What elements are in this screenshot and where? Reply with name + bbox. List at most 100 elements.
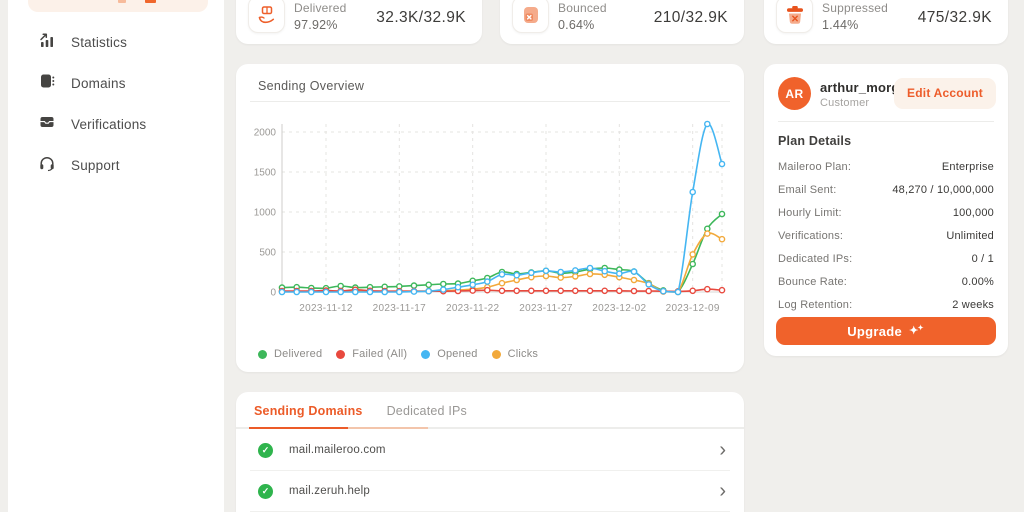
plan-details-heading: Plan Details: [778, 134, 852, 148]
legend-label: Failed (All): [352, 348, 408, 360]
svg-text:2023-12-09: 2023-12-09: [666, 303, 720, 314]
chevron-right-icon: ›: [719, 480, 726, 502]
plan-row-log-retention: Log Retention: 2 weeks: [764, 293, 1008, 316]
divider: [250, 101, 730, 102]
plan-row-hourly-limit: Hourly Limit: 100,000: [764, 201, 1008, 224]
sending-overview-card: Sending Overview 0 500 1000 1500 2000 2023-11…: [236, 64, 744, 372]
domains-card: Sending Domains Dedicated IPs ✓ mail.mai…: [236, 392, 744, 512]
stat-card-suppressed: Suppressed 1.44% 475/32.9K: [764, 0, 1008, 44]
svg-text:0: 0: [270, 288, 276, 299]
stat-percent: 1.44%: [822, 18, 859, 32]
upgrade-button[interactable]: Upgrade ✦✦: [776, 317, 996, 345]
domain-name: mail.maileroo.com: [289, 444, 386, 456]
svg-text:2023-11-12: 2023-11-12: [299, 303, 353, 314]
statistics-icon: [38, 31, 56, 54]
cropped-icon-fragment: [145, 0, 156, 3]
suppressed-icon: [776, 0, 813, 33]
next-tab-indicator: [348, 427, 428, 429]
account-name: arthur_morgan: [820, 80, 916, 95]
tab-underline: [236, 427, 744, 429]
legend-dot: [336, 349, 346, 359]
plan-value: 2 weeks: [952, 298, 994, 311]
sidebar-item-domains[interactable]: Domains: [8, 63, 224, 104]
account-card: AR arthur_morgan Customer Edit Account P…: [764, 64, 1008, 356]
svg-text:2023-12-02: 2023-12-02: [592, 303, 646, 314]
upgrade-label: Upgrade: [847, 323, 903, 339]
tabs: Sending Domains Dedicated IPs: [254, 404, 467, 418]
plan-label: Hourly Limit:: [778, 206, 842, 219]
stat-label: Suppressed: [822, 1, 889, 15]
plan-row-maileroo-plan: Maileroo Plan: Enterprise: [764, 155, 1008, 178]
divider: [250, 470, 730, 471]
stat-card-bounced: Bounced 0.64% 210/32.9K: [500, 0, 744, 44]
stat-percent: 97.92%: [294, 18, 338, 32]
plan-label: Email Sent:: [778, 183, 837, 196]
avatar: AR: [778, 77, 811, 110]
sidebar-item-support[interactable]: Support: [8, 145, 224, 186]
legend-dot: [491, 349, 501, 359]
delivered-icon: [248, 0, 285, 33]
sidebar-item-label: Domains: [71, 76, 126, 91]
plan-label: Maileroo Plan:: [778, 160, 852, 173]
svg-text:1000: 1000: [254, 208, 277, 219]
legend-item: Delivered: [258, 348, 322, 360]
chart-legend: Delivered Failed (All) Opened Clicks: [258, 348, 538, 360]
legend-label: Opened: [437, 348, 478, 360]
plan-value: Unlimited: [946, 229, 994, 242]
support-icon: [38, 154, 56, 177]
chevron-right-icon: ›: [719, 439, 726, 461]
legend-item: Clicks: [491, 348, 539, 360]
verified-check-icon: ✓: [258, 483, 273, 499]
plan-label: Verifications:: [778, 229, 844, 242]
stat-value: 210/32.9K: [653, 9, 728, 26]
sidebar: Statistics Domains Verifications Support: [8, 0, 224, 512]
plan-value: 100,000: [952, 206, 994, 219]
svg-text:2000: 2000: [254, 128, 277, 139]
stat-card-delivered: Delivered 97.92% 32.3K/32.9K: [236, 0, 482, 44]
chart-title: Sending Overview: [258, 79, 365, 93]
edit-account-button[interactable]: Edit Account: [894, 78, 996, 109]
svg-text:2023-11-22: 2023-11-22: [446, 303, 500, 314]
plan-value: Enterprise: [941, 160, 994, 173]
cropped-icon-fragment: [118, 0, 126, 3]
legend-label: Clicks: [507, 348, 539, 360]
domain-row-maileroo[interactable]: ✓ mail.maileroo.com ›: [236, 430, 744, 470]
active-tab-indicator: [249, 427, 348, 429]
plan-row-verifications: Verifications: Unlimited: [764, 224, 1008, 247]
legend-item: Failed (All): [336, 348, 407, 360]
domains-icon: [38, 72, 56, 95]
tab-dedicated-ips[interactable]: Dedicated IPs: [386, 404, 467, 418]
divider: [778, 121, 994, 122]
plan-label: Log Retention:: [778, 298, 853, 311]
legend-item: Opened: [421, 348, 477, 360]
legend-dot: [421, 349, 431, 359]
plan-row-email-sent: Email Sent: 48,270 / 10,000,000: [764, 178, 1008, 201]
plan-value: 0.00%: [961, 275, 994, 288]
sending-overview-chart: 0 500 1000 1500 2000 2023-11-12 2023-11-17 2023…: [254, 120, 726, 314]
account-role: Customer: [820, 97, 870, 109]
sidebar-item-label: Verifications: [71, 117, 147, 132]
sidebar-item-statistics[interactable]: Statistics: [8, 22, 224, 63]
sidebar-menu: Statistics Domains Verifications Support: [8, 22, 224, 186]
bounced-icon: [512, 0, 549, 33]
sidebar-item-active-cropped[interactable]: [28, 0, 208, 12]
verified-check-icon: ✓: [258, 442, 273, 458]
stat-value: 475/32.9K: [917, 9, 992, 26]
stat-label: Bounced: [558, 1, 607, 15]
svg-text:1500: 1500: [254, 168, 277, 179]
plan-value: 0 / 1: [971, 252, 994, 265]
svg-text:500: 500: [259, 248, 276, 259]
domain-name: mail.zeruh.help: [289, 485, 370, 497]
sidebar-item-verifications[interactable]: Verifications: [8, 104, 224, 145]
plan-row-dedicated-ips: Dedicated IPs: 0 / 1: [764, 247, 1008, 270]
domain-row-zeruh[interactable]: ✓ mail.zeruh.help ›: [236, 471, 744, 511]
stat-value: 32.3K/32.9K: [376, 9, 466, 26]
plan-label: Dedicated IPs:: [778, 252, 853, 265]
tab-sending-domains[interactable]: Sending Domains: [254, 404, 363, 418]
plan-row-bounce-rate: Bounce Rate: 0.00%: [764, 270, 1008, 293]
sidebar-item-label: Support: [71, 158, 120, 173]
svg-text:2023-11-17: 2023-11-17: [373, 303, 427, 314]
sidebar-item-label: Statistics: [71, 35, 128, 50]
stat-label: Delivered: [294, 1, 347, 15]
sparkle-icon: ✦✦: [909, 324, 924, 337]
